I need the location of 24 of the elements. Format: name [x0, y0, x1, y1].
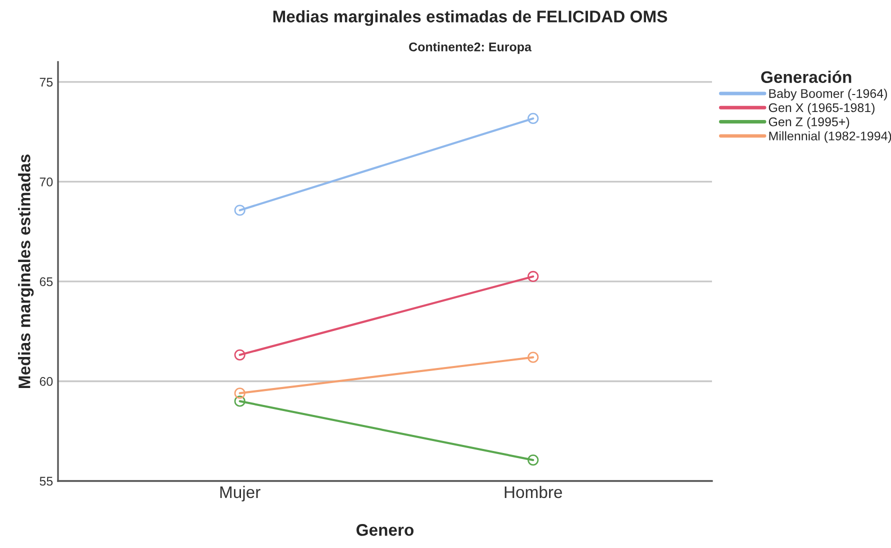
- y-tick-label: 75: [40, 78, 53, 87]
- legend-label: Gen Z (1995+): [768, 117, 850, 129]
- point: [234, 396, 246, 407]
- legend-label: Baby Boomer (-1964): [769, 88, 887, 100]
- legend-label: Millennial (1982-1994): [769, 131, 891, 143]
- y-tick-label: 60: [40, 377, 53, 386]
- y-tick-label: 55: [40, 476, 53, 486]
- legend-label: Gen X (1965-1981): [768, 102, 874, 115]
- x-axis-title: Genero: [356, 524, 414, 536]
- y-tick-label: 70: [40, 178, 53, 186]
- point: [528, 270, 539, 282]
- point: [234, 388, 246, 399]
- y-axis-title: Medias marginales estimadas: [18, 154, 34, 388]
- point: [528, 352, 539, 363]
- y-tick-label: 65: [40, 277, 53, 286]
- legend-title: Generación: [761, 70, 852, 83]
- point: [528, 112, 539, 124]
- x-tick-label: Mujer: [220, 486, 260, 502]
- point: [234, 204, 246, 216]
- point: [234, 349, 246, 360]
- x-tick-label: Hombre: [504, 486, 562, 498]
- point: [528, 454, 539, 466]
- chart-title: Medias marginales estimadas de FELICIDAD OMS: [273, 10, 668, 26]
- chart-subtitle: Continente2: Europa: [409, 42, 532, 54]
